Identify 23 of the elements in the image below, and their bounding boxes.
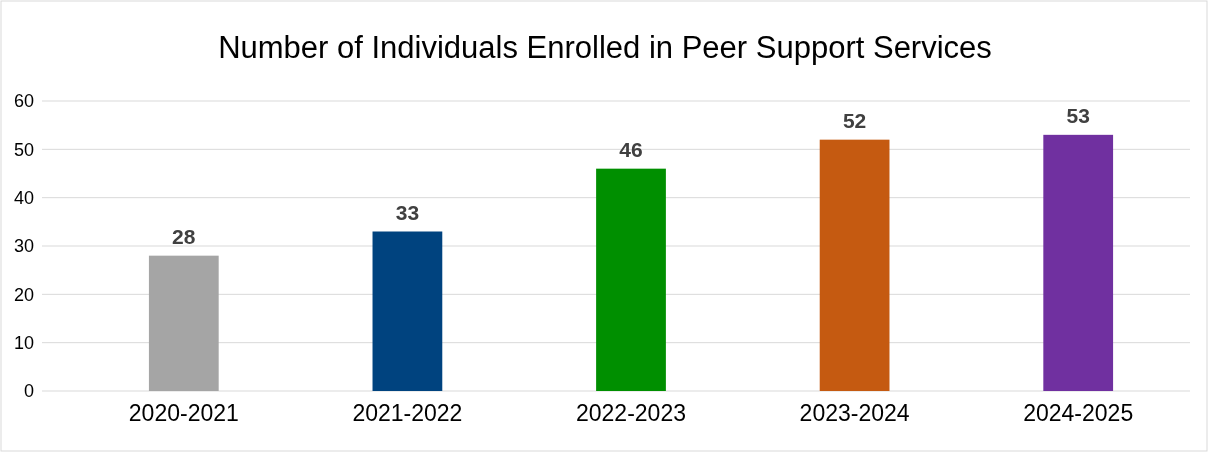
- data-label: 53: [1066, 103, 1090, 127]
- bar: [372, 231, 443, 391]
- y-tick-label: 50: [13, 139, 34, 160]
- x-tick-label: 2024-2025: [1023, 400, 1134, 427]
- bar: [148, 255, 219, 391]
- bar: [596, 168, 666, 391]
- x-tick-label: 2022-2023: [576, 400, 686, 427]
- x-tick-label: 2023-2024: [799, 400, 910, 427]
- y-tick-label: 10: [13, 332, 34, 353]
- data-label: 46: [619, 137, 643, 161]
- y-tick-label: 40: [13, 187, 34, 208]
- y-tick-label: 60: [13, 91, 34, 112]
- data-label: 52: [842, 108, 867, 132]
- data-label: 28: [172, 224, 196, 248]
- y-tick-label: 20: [13, 284, 34, 305]
- y-tick-label: 0: [23, 381, 34, 402]
- bar: [1043, 134, 1114, 391]
- bar: [819, 139, 890, 391]
- chart-title: Number of Individuals Enrolled in Peer Support Services: [218, 30, 992, 65]
- x-tick-label: 2020-2021: [128, 400, 239, 427]
- data-label: 33: [395, 200, 420, 224]
- y-tick-label: 30: [13, 236, 34, 257]
- x-tick-label: 2021-2022: [352, 400, 463, 427]
